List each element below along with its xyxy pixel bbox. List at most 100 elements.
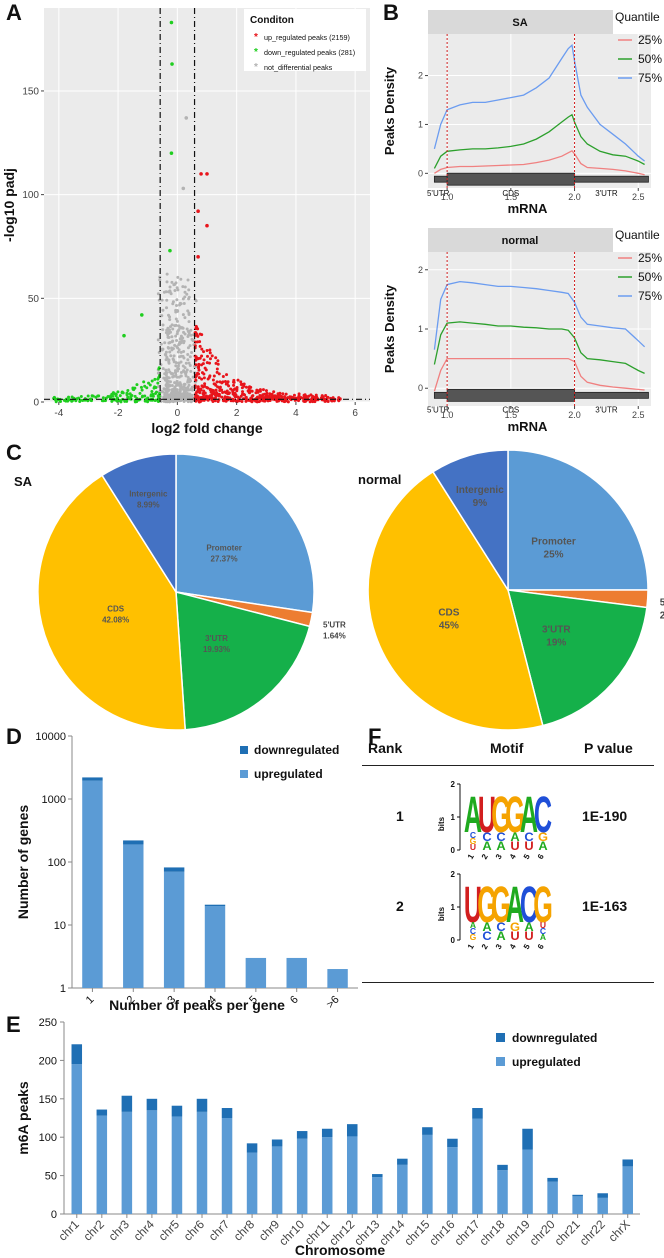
point-down-regulated [89,397,93,401]
logo-letter-small-c: C [524,831,533,844]
y-tick-label: 100 [48,857,66,869]
logo-letter-small-u: U [524,840,533,853]
point-not-differential [184,396,188,400]
point-not-differential [190,350,194,354]
y-tick-label: 10000 [35,731,66,743]
point-not-differential [176,366,180,370]
bar-upregulated-chr21 [572,1196,583,1214]
point-not-differential [165,328,169,332]
bar-downregulated-chr7 [221,1108,233,1118]
sa-pie-slice-cds [37,474,186,731]
logo-letter-small-c: C [470,927,476,936]
point-up-regulated [299,396,303,400]
point-not-differential [165,272,169,276]
point-up-regulated [307,394,311,398]
point-up-regulated [227,392,231,396]
point-down-regulated [145,386,149,390]
point-up-regulated [282,399,286,403]
point-up-regulated [223,395,227,399]
point-not-differential [177,343,181,347]
point-not-differential [164,358,168,362]
point-down-regulated [54,400,58,404]
normal-pie-label-name-3-utr: 3'UTR [542,625,571,636]
point-up-regulated [224,382,228,386]
point-up-regulated [311,394,315,398]
point-not-differential [177,361,181,365]
bar-downregulated-chr2 [96,1109,108,1116]
bar-downregulated-chr16 [447,1138,458,1148]
logo-axis-tick-label: 2 [451,780,456,789]
point-not-differential [181,285,185,289]
bar-upregulated-chr19 [522,1149,533,1214]
logo-position-label: 5 [522,942,532,951]
point-not-differential [174,364,178,368]
sa-pie-label-pct-cds: 42.08% [102,616,129,625]
point-not-differential [182,349,186,353]
bar-upregulated-chr17 [472,1118,483,1214]
logo-axis-tick-label: 0 [451,936,456,945]
point-not-differential [175,298,179,302]
point-up-regulated [202,350,206,354]
motif-pvalue-2: 1E-163 [582,898,628,914]
point-not-differential [175,382,179,386]
x-tick-label: 0 [175,408,181,419]
point-not-differential [164,373,168,377]
point-not-differential [187,361,191,365]
legend-label-downregulated: downregulated [254,743,339,757]
point-down-regulated [133,394,137,398]
normal-density-x-tick-label: 1.5 [505,410,518,420]
point-up-regulated [239,394,243,398]
point-up-regulated [215,380,219,384]
logo-axis-label: bits [437,816,446,831]
bar-upregulated-chr2 [96,1115,108,1214]
point-down-regulated [135,399,139,403]
logo-letter-small-g: G [510,921,520,934]
point-down-regulated [100,399,104,403]
point-up-regulated [232,380,236,384]
normal-density-facet-title: normal [502,235,539,247]
logo-letter-g: G [505,788,525,844]
logo-letter-small-a: A [496,840,505,853]
point-not-differential [174,334,178,338]
bar-upregulated-3 [163,871,185,988]
normal-density-legend-title: Quantile [615,228,660,242]
point-up-regulated [209,394,213,398]
logo-letter-small-u: U [510,930,519,943]
x-tick-label-chr2: chr2 [81,1217,108,1244]
bar-upregulated-6 [286,957,307,988]
motif-pvalue-1: 1E-190 [582,808,628,824]
point-up-regulated [196,387,200,391]
bar-downregulated-chr8 [246,1143,258,1153]
legend-title: Conditon [250,15,294,26]
logo-position-label: 2 [480,852,490,861]
legend-swatch-upregulated [240,770,248,778]
point-up-regulated [195,326,199,330]
normal-density-legend-label-50: 50% [638,270,662,284]
panel-letter-e: E [6,1012,21,1037]
point-not-differential [186,346,190,350]
point-up-regulated [266,399,270,403]
point-up-regulated [200,347,204,351]
point-not-differential [189,400,193,404]
normal-density-y-axis-label: Peaks Density [382,284,397,373]
x-tick-label-chr16: chr16 [426,1217,457,1248]
point-not-differential [181,297,185,301]
point-up-regulated [254,391,258,395]
point-up-regulated [337,396,341,400]
y-axis-label: m6A peaks [15,1081,31,1155]
bar-downregulated-chr11 [321,1128,333,1138]
point-not-differential [170,383,174,387]
sa-density-facet-title: SA [512,17,527,29]
legend-marker: * [254,62,258,73]
pie-charts: SA Promoter 27.37% 5'UTR 1.64% 3'UTR 19.93% CDS… [14,449,664,731]
point-not-differential [165,298,169,302]
point-not-differential [160,314,164,318]
point-down-regulated [155,390,159,394]
point-up-regulated [232,399,236,403]
point-not-differential [164,378,168,382]
point-not-differential [167,383,171,387]
logo-position-label: 6 [536,852,546,861]
bar-upregulated-chr10 [296,1138,308,1214]
point-not-differential [177,395,181,399]
point-up-regulated [231,392,235,396]
